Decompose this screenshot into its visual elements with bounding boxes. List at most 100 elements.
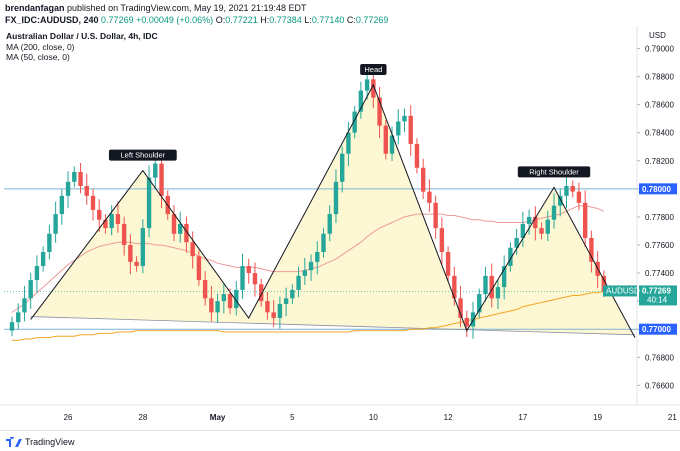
candle-body[interactable] (146, 177, 152, 229)
candle-body[interactable] (128, 244, 133, 262)
candle-body[interactable] (34, 266, 40, 281)
candle-body[interactable] (508, 247, 513, 267)
candle-body[interactable] (339, 153, 345, 182)
candle-body[interactable] (159, 163, 164, 196)
candle-body[interactable] (72, 171, 77, 182)
candle-body[interactable] (582, 202, 588, 238)
candle-body[interactable] (402, 115, 407, 122)
candle-body[interactable] (545, 219, 550, 234)
candle-body[interactable] (477, 294, 482, 313)
candle-body[interactable] (551, 205, 557, 220)
candle-body[interactable] (514, 237, 519, 248)
candle-body[interactable] (9, 322, 15, 331)
price-chart[interactable]: Left Shoulder Head Right Shoulder 0.79000 0.… (0, 26, 680, 430)
candle-body[interactable] (526, 216, 532, 224)
candle-body[interactable] (489, 275, 494, 299)
ma50-line[interactable] (11, 205, 605, 313)
candle-body[interactable] (414, 143, 420, 168)
candle-body[interactable] (315, 251, 320, 262)
candle-body[interactable] (171, 214, 177, 234)
candle-body[interactable] (564, 186, 569, 196)
candle-body[interactable] (84, 186, 89, 196)
candle-body[interactable] (140, 228, 146, 267)
candle-body[interactable] (501, 266, 507, 288)
candle-body[interactable] (40, 251, 46, 267)
candle-body[interactable] (97, 209, 102, 220)
candle-body[interactable] (452, 275, 457, 299)
candle-body[interactable] (520, 223, 526, 238)
candle-body[interactable] (495, 287, 501, 299)
candle-body[interactable] (196, 256, 202, 281)
candle-body[interactable] (427, 191, 432, 203)
candle-body[interactable] (22, 298, 27, 313)
candle-body[interactable] (259, 284, 264, 302)
candle-body[interactable] (215, 301, 220, 313)
candle-body[interactable] (396, 121, 401, 136)
candle-body[interactable] (408, 115, 413, 144)
candle-body[interactable] (16, 312, 21, 323)
author-name[interactable]: brendanfagan (5, 3, 65, 13)
candle-body[interactable] (227, 294, 233, 309)
candle-body[interactable] (153, 163, 158, 178)
head-and-shoulders-lines[interactable] (30, 83, 636, 338)
candle-body[interactable] (28, 280, 33, 299)
candle-body[interactable] (464, 317, 469, 327)
candle-body[interactable] (115, 214, 121, 224)
candle-body[interactable] (121, 223, 127, 245)
candle-body[interactable] (364, 79, 370, 91)
candle-body[interactable] (209, 298, 214, 313)
candle-body[interactable] (178, 223, 183, 234)
candle-body[interactable] (246, 266, 251, 274)
ma200-line[interactable] (12, 290, 605, 341)
candle-body[interactable] (221, 294, 227, 302)
candle-body[interactable] (109, 214, 114, 229)
candle-body[interactable] (439, 228, 445, 252)
candle-body[interactable] (601, 275, 607, 292)
candle-body[interactable] (65, 181, 71, 196)
candle-body[interactable] (589, 237, 594, 262)
candle-body[interactable] (570, 186, 575, 192)
annotation-label-box[interactable] (108, 149, 177, 161)
candle-body[interactable] (333, 181, 339, 215)
candle-body[interactable] (433, 202, 438, 229)
candle-body[interactable] (90, 195, 96, 210)
ma50-legend[interactable]: MA (50, close, 0) (6, 52, 70, 62)
tradingview-logo[interactable]: TradingView (6, 437, 75, 447)
candle-body[interactable] (78, 171, 83, 187)
neckline[interactable] (30, 316, 636, 336)
candle-body[interactable] (445, 251, 451, 276)
candle-body[interactable] (470, 312, 476, 327)
candle-body[interactable] (190, 242, 195, 257)
candle-body[interactable] (458, 298, 463, 318)
ma200-legend[interactable]: MA (200, close, 0) (6, 42, 75, 52)
candle-body[interactable] (234, 289, 239, 309)
candle-body[interactable] (53, 214, 58, 234)
candle-body[interactable] (240, 266, 245, 290)
candle-body[interactable] (558, 195, 563, 206)
candle-body[interactable] (371, 79, 376, 98)
candle-body[interactable] (184, 223, 189, 243)
candle-body[interactable] (202, 280, 208, 299)
candle-body[interactable] (252, 273, 258, 285)
candle-body[interactable] (134, 261, 139, 267)
candle-body[interactable] (265, 301, 270, 313)
candle-body[interactable] (383, 125, 388, 154)
candle-body[interactable] (352, 111, 357, 133)
candle-body[interactable] (377, 97, 382, 126)
candle-body[interactable] (346, 132, 351, 154)
candle-body[interactable] (103, 219, 108, 229)
candle-body[interactable] (576, 191, 582, 203)
candle-body[interactable] (277, 303, 283, 318)
candle-body[interactable] (271, 312, 276, 318)
candle-body[interactable] (296, 275, 301, 290)
candle-body[interactable] (47, 233, 52, 252)
candle-body[interactable] (539, 228, 544, 234)
candle-body[interactable] (302, 270, 308, 276)
candle-body[interactable] (283, 298, 289, 304)
candle-body[interactable] (420, 167, 426, 192)
candle-body[interactable] (483, 275, 488, 295)
candle-body[interactable] (358, 90, 364, 112)
candle-body[interactable] (308, 261, 314, 271)
candle-body[interactable] (321, 233, 326, 252)
candle-body[interactable] (290, 289, 295, 299)
